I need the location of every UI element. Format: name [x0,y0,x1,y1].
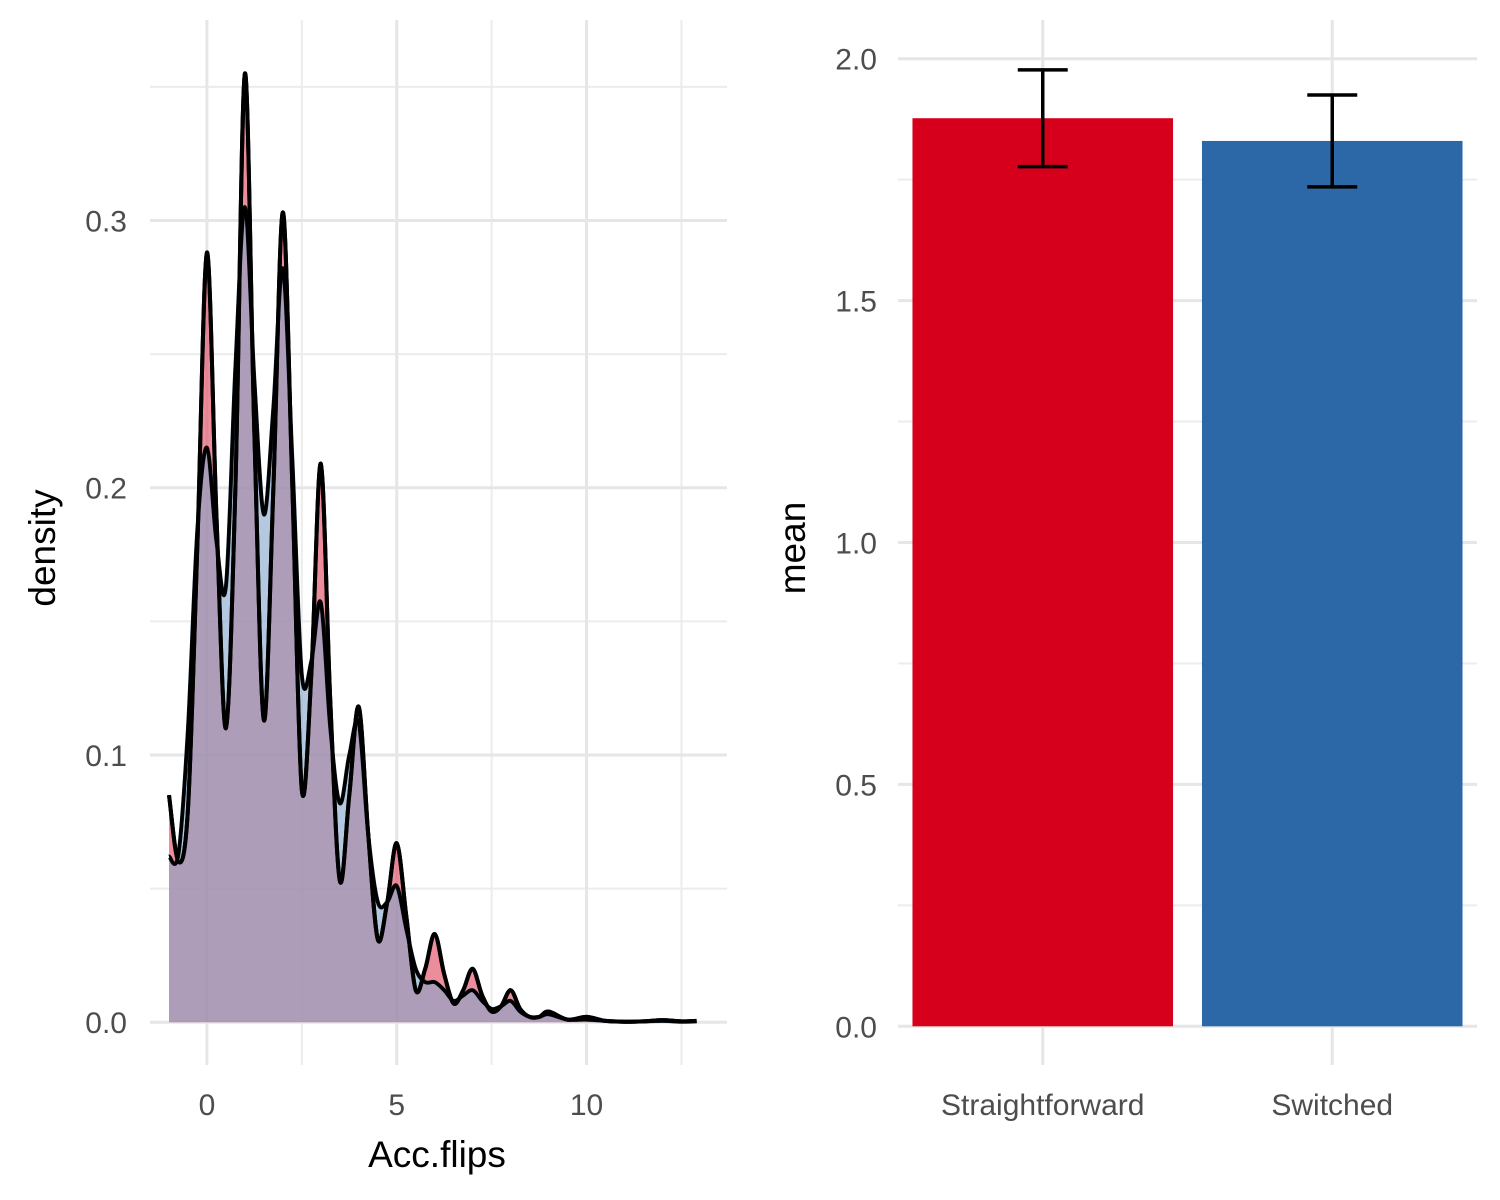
left-y-tick-label: 0.2 [85,473,127,506]
left-x-axis-title: Acc.flips [368,1134,506,1175]
left-y-tick-label: 0.0 [85,1007,127,1040]
right-y-tick-label: 2.0 [835,44,877,77]
bar-switched [1201,140,1463,1027]
left-y-axis-title: density [22,489,63,607]
right-y-tick-label: 0.5 [835,769,877,802]
density-area-1 [169,207,697,1023]
density-panel: 0 5 10 0.0 0.1 0.2 0.3 [85,20,727,1122]
left-x-tick-label: 0 [199,1089,216,1122]
right-y-tick-label: 1.5 [835,286,877,319]
right-y-tick-label: 0.0 [835,1011,877,1044]
left-x-tick-label: 10 [570,1089,603,1122]
right-x-tick-label: Straightforward [941,1089,1144,1122]
bar-straightforward [912,118,1174,1027]
bar-panel: Straightforward Switched 0.0 0.5 1.0 1.5 2.0 [835,20,1477,1122]
right-x-tick-label: Switched [1271,1089,1393,1122]
right-y-axis-title: mean [772,502,813,595]
density-line-1-top [167,205,697,1024]
right-y-tick-label: 1.0 [835,528,877,561]
error-bar-switched [1307,93,1358,189]
left-x-tick-label: 5 [388,1089,405,1122]
left-y-tick-label: 0.1 [85,740,127,773]
error-bar-straightforward [1017,68,1068,169]
left-y-tick-label: 0.3 [85,205,127,238]
